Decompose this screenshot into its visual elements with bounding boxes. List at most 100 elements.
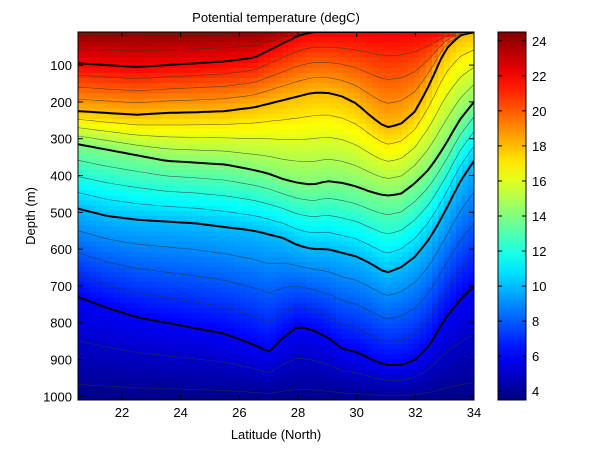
- heatmap-cell: [324, 113, 331, 120]
- heatmap-cell: [78, 170, 85, 176]
- heatmap-cell: [312, 205, 319, 212]
- heatmap-cell: [306, 328, 313, 335]
- heatmap-cell: [348, 103, 355, 110]
- heatmap-cell: [264, 241, 271, 248]
- heatmap-cell: [432, 139, 439, 146]
- heatmap-cell: [408, 318, 415, 324]
- heatmap-cell: [246, 348, 253, 355]
- heatmap-cell: [288, 384, 295, 391]
- heatmap-cell: [312, 277, 319, 284]
- heatmap-cell: [150, 226, 157, 232]
- heatmap-cell: [102, 272, 109, 278]
- heatmap-cell: [360, 205, 367, 212]
- heatmap-cell: [162, 52, 169, 59]
- heatmap-cell: [210, 134, 217, 140]
- heatmap-cell: [192, 282, 199, 289]
- heatmap-cell: [390, 205, 397, 212]
- heatmap-cell: [210, 57, 217, 64]
- heatmap-cell: [378, 103, 385, 110]
- heatmap-cell: [162, 256, 169, 263]
- heatmap-cell: [210, 292, 217, 299]
- heatmap-cell: [324, 384, 331, 391]
- heatmap-cell: [468, 175, 474, 181]
- heatmap-cell: [174, 42, 181, 48]
- heatmap-cell: [432, 113, 439, 120]
- heatmap-cell: [354, 164, 361, 171]
- heatmap-cell: [216, 231, 223, 238]
- heatmap-cell: [138, 379, 145, 386]
- heatmap-cell: [240, 78, 247, 84]
- heatmap-cell: [372, 170, 379, 176]
- heatmap-cell: [150, 297, 157, 304]
- heatmap-cell: [360, 302, 367, 309]
- heatmap-cell: [312, 57, 319, 64]
- heatmap-cell: [120, 93, 127, 100]
- heatmap-cell: [282, 154, 289, 161]
- heatmap-cell: [120, 221, 127, 227]
- heatmap-cell: [372, 195, 379, 202]
- heatmap-cell: [174, 287, 181, 294]
- heatmap-cell: [132, 277, 139, 284]
- heatmap-cell: [396, 195, 403, 202]
- heatmap-cell: [462, 210, 469, 217]
- plot-area: [78, 32, 474, 400]
- heatmap-cell: [240, 62, 247, 69]
- heatmap-cell: [324, 170, 331, 176]
- heatmap-cell: [126, 210, 133, 217]
- heatmap-cell: [240, 205, 247, 212]
- heatmap-cell: [468, 72, 474, 79]
- heatmap-cell: [372, 113, 379, 120]
- heatmap-cell: [450, 272, 457, 278]
- heatmap-cell: [108, 338, 115, 345]
- heatmap-cell: [414, 88, 421, 94]
- heatmap-cell: [288, 88, 295, 94]
- heatmap-cell: [84, 308, 91, 314]
- heatmap-cell: [216, 52, 223, 59]
- heatmap-cell: [186, 364, 193, 370]
- heatmap-cell: [96, 180, 103, 186]
- heatmap-cell: [420, 338, 427, 345]
- heatmap-cell: [342, 297, 349, 304]
- heatmap-cell: [384, 394, 391, 400]
- heatmap-cell: [162, 354, 169, 360]
- heatmap-cell: [102, 144, 109, 151]
- heatmap-cell: [360, 292, 367, 299]
- heatmap-cell: [150, 251, 157, 258]
- heatmap-cell: [126, 394, 133, 400]
- heatmap-cell: [282, 354, 289, 360]
- heatmap-cell: [186, 67, 193, 74]
- heatmap-cell: [276, 205, 283, 212]
- heatmap-cell: [336, 103, 343, 110]
- heatmap-cell: [96, 272, 103, 278]
- heatmap-cell: [168, 37, 175, 43]
- heatmap-cell: [84, 32, 91, 38]
- heatmap-cell: [210, 231, 217, 238]
- heatmap-cell: [204, 42, 211, 48]
- heatmap-cell: [210, 277, 217, 284]
- heatmap-cell: [456, 328, 463, 335]
- heatmap-cell: [108, 379, 115, 386]
- heatmap-cell: [390, 302, 397, 309]
- heatmap-cell: [192, 338, 199, 345]
- heatmap-cell: [300, 308, 307, 314]
- heatmap-cell: [288, 42, 295, 48]
- heatmap-cell: [264, 78, 271, 84]
- heatmap-cell: [282, 175, 289, 181]
- heatmap-cell: [246, 164, 253, 171]
- heatmap-cell: [84, 42, 91, 48]
- heatmap-cell: [318, 262, 325, 268]
- heatmap-cell: [360, 308, 367, 314]
- heatmap-cell: [354, 139, 361, 146]
- heatmap-cell: [108, 354, 115, 360]
- heatmap-cell: [216, 124, 223, 130]
- heatmap-cell: [324, 32, 331, 38]
- heatmap-cell: [396, 333, 403, 340]
- heatmap-cell: [300, 333, 307, 340]
- heatmap-cell: [354, 374, 361, 381]
- heatmap-cell: [300, 205, 307, 212]
- heatmap-cell: [366, 67, 373, 74]
- heatmap-cell: [174, 170, 181, 176]
- heatmap-cell: [126, 113, 133, 120]
- heatmap-cell: [228, 164, 235, 171]
- heatmap-cell: [108, 67, 115, 74]
